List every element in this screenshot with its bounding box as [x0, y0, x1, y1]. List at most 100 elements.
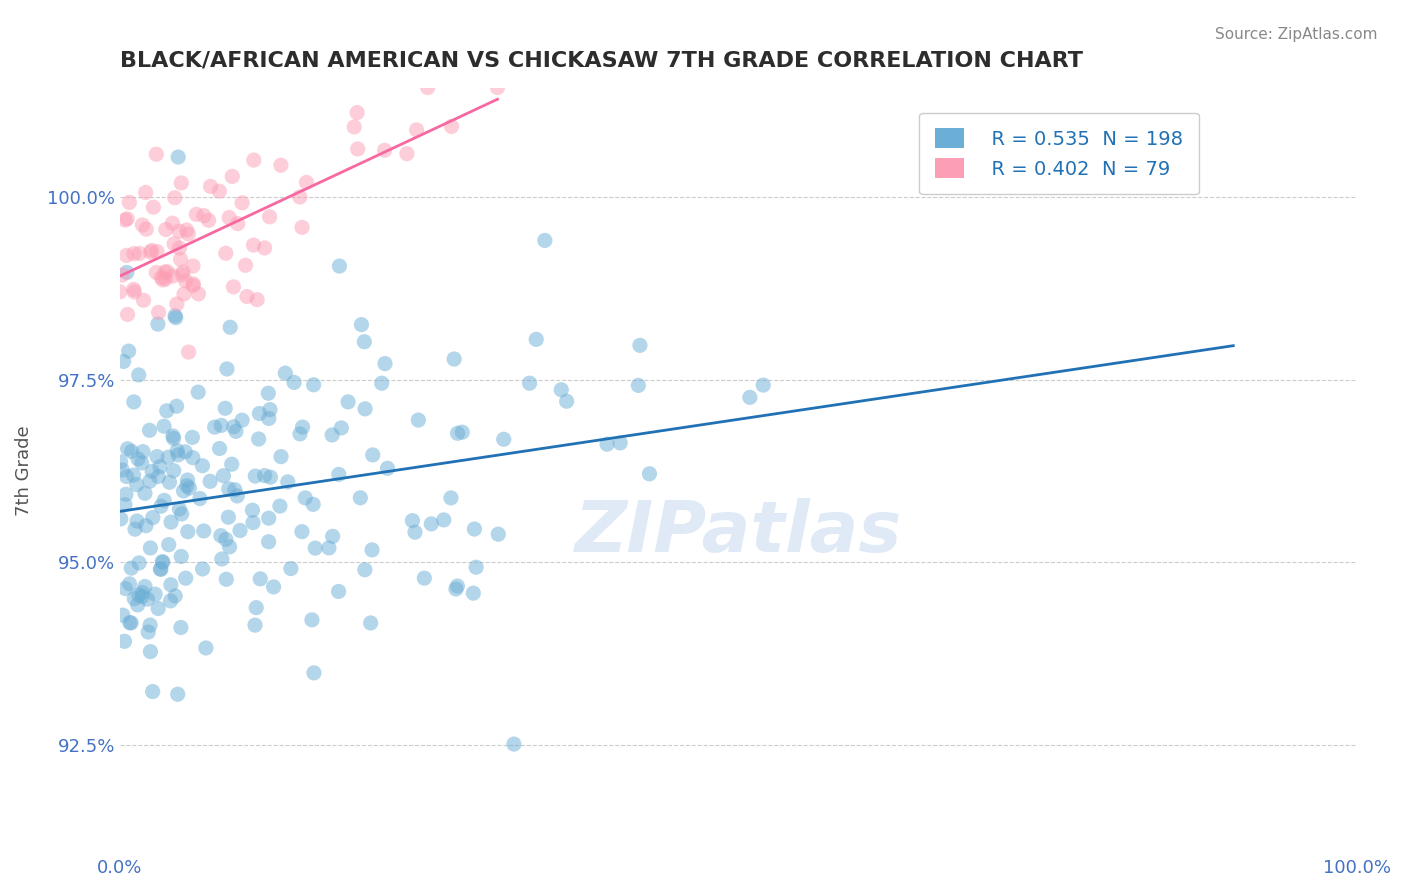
- Blacks/African Americans: [294, 491, 316, 505]
- Blacks/African Americans: [519, 376, 541, 391]
- Blacks/African Americans: [752, 378, 775, 392]
- Blacks/African Americans: [146, 450, 169, 464]
- Blacks/African Americans: [128, 368, 150, 382]
- Chickasaw: [108, 285, 131, 299]
- Blacks/African Americans: [204, 420, 226, 434]
- Blacks/African Americans: [193, 524, 215, 538]
- Chickasaw: [259, 210, 281, 224]
- Chickasaw: [291, 220, 314, 235]
- Blacks/African Americans: [181, 430, 204, 444]
- Blacks/African Americans: [451, 425, 474, 440]
- Chickasaw: [132, 293, 155, 308]
- Blacks/African Americans: [245, 600, 267, 615]
- Blacks/African Americans: [413, 571, 436, 585]
- Blacks/African Americans: [350, 318, 373, 332]
- Blacks/African Americans: [270, 450, 292, 464]
- Blacks/African Americans: [131, 456, 153, 470]
- Chickasaw: [139, 245, 162, 260]
- Chickasaw: [440, 120, 463, 134]
- Blacks/African Americans: [167, 448, 190, 462]
- Blacks/African Americans: [149, 562, 172, 576]
- Blacks/African Americans: [114, 582, 136, 596]
- Blacks/African Americans: [166, 399, 188, 413]
- Chickasaw: [166, 297, 188, 311]
- Chickasaw: [346, 105, 368, 120]
- Blacks/African Americans: [176, 479, 198, 493]
- Chickasaw: [181, 278, 204, 293]
- Blacks/African Americans: [291, 420, 314, 434]
- Blacks/African Americans: [166, 687, 188, 701]
- Blacks/African Americans: [138, 423, 160, 437]
- Chickasaw: [405, 123, 427, 137]
- Blacks/African Americans: [283, 376, 305, 390]
- Blacks/African Americans: [446, 426, 468, 441]
- Chickasaw: [169, 252, 191, 267]
- Chickasaw: [200, 179, 222, 194]
- Chickasaw: [173, 287, 195, 301]
- Chickasaw: [163, 236, 186, 251]
- Chickasaw: [142, 200, 165, 214]
- Chickasaw: [172, 265, 194, 279]
- Blacks/African Americans: [638, 467, 661, 481]
- Chickasaw: [174, 274, 197, 288]
- Blacks/African Americans: [433, 513, 456, 527]
- Blacks/African Americans: [148, 469, 170, 483]
- Blacks/African Americans: [136, 625, 159, 640]
- Blacks/African Americans: [208, 442, 231, 456]
- Y-axis label: 7th Grade: 7th Grade: [15, 425, 32, 516]
- Chickasaw: [486, 80, 509, 95]
- Blacks/African Americans: [302, 497, 325, 511]
- Blacks/African Americans: [277, 475, 299, 489]
- Blacks/African Americans: [128, 588, 150, 602]
- Chickasaw: [118, 195, 141, 210]
- Blacks/African Americans: [321, 428, 343, 442]
- Blacks/African Americans: [111, 608, 134, 623]
- Blacks/African Americans: [114, 634, 136, 648]
- Blacks/African Americans: [259, 402, 281, 417]
- Blacks/African Americans: [118, 615, 141, 630]
- Blacks/African Americans: [139, 541, 162, 555]
- Blacks/African Americans: [209, 418, 232, 433]
- Blacks/African Americans: [115, 469, 138, 483]
- Blacks/African Americans: [245, 469, 267, 483]
- Blacks/African Americans: [188, 491, 211, 506]
- Blacks/African Americans: [198, 475, 221, 489]
- Blacks/African Americans: [492, 432, 515, 446]
- Blacks/African Americans: [212, 468, 235, 483]
- Blacks/African Americans: [217, 510, 239, 524]
- Blacks/African Americans: [225, 425, 247, 439]
- Chickasaw: [246, 293, 269, 307]
- Chickasaw: [221, 169, 243, 184]
- Blacks/African Americans: [120, 615, 142, 630]
- Blacks/African Americans: [169, 502, 191, 516]
- Blacks/African Americans: [231, 413, 253, 427]
- Chickasaw: [374, 144, 396, 158]
- Blacks/African Americans: [114, 498, 136, 512]
- Blacks/African Americans: [328, 584, 350, 599]
- Blacks/African Americans: [177, 524, 200, 539]
- Blacks/African Americans: [127, 451, 149, 466]
- Chickasaw: [222, 280, 245, 294]
- Blacks/African Americans: [152, 555, 174, 569]
- Blacks/African Americans: [170, 507, 193, 521]
- Blacks/African Americans: [249, 572, 271, 586]
- Chickasaw: [131, 218, 153, 232]
- Blacks/African Americans: [627, 378, 650, 392]
- Chickasaw: [162, 216, 184, 230]
- Blacks/African Americans: [153, 419, 176, 434]
- Blacks/African Americans: [219, 320, 242, 334]
- Blacks/African Americans: [162, 431, 184, 445]
- Blacks/African Americans: [134, 486, 156, 500]
- Blacks/African Americans: [170, 549, 193, 564]
- Blacks/African Americans: [143, 587, 166, 601]
- Blacks/African Americans: [218, 540, 240, 554]
- Blacks/African Americans: [153, 493, 176, 508]
- Blacks/African Americans: [122, 468, 145, 483]
- Blacks/African Americans: [139, 644, 162, 658]
- Blacks/African Americans: [191, 562, 214, 576]
- Blacks/African Americans: [337, 395, 360, 409]
- Chickasaw: [148, 305, 170, 319]
- Chickasaw: [170, 176, 193, 190]
- Blacks/African Americans: [349, 491, 371, 505]
- Chickasaw: [152, 273, 174, 287]
